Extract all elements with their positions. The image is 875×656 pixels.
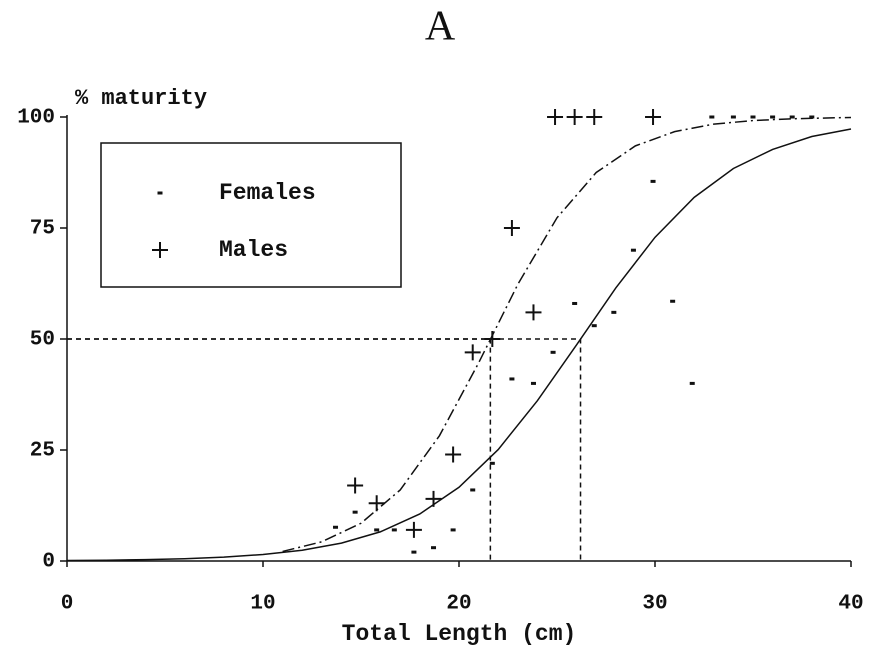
female-point bbox=[333, 525, 339, 529]
x-tick-label: 30 bbox=[642, 593, 667, 616]
female-point bbox=[630, 248, 636, 252]
legend-label: Males bbox=[219, 237, 288, 263]
x-tick-label: 40 bbox=[838, 593, 863, 616]
female-point bbox=[689, 381, 695, 385]
male-point bbox=[347, 477, 364, 494]
female-point bbox=[391, 528, 397, 532]
female-point bbox=[431, 546, 437, 550]
female-point bbox=[650, 179, 656, 183]
y-tick-label: 100 bbox=[17, 107, 55, 130]
female-point bbox=[470, 488, 476, 492]
y-tick-label: 25 bbox=[30, 440, 55, 463]
male-point bbox=[525, 304, 542, 321]
male-point bbox=[566, 109, 583, 125]
female-point bbox=[809, 115, 815, 119]
fitted-curve bbox=[66, 128, 852, 562]
male-point bbox=[645, 109, 662, 125]
x-axis-label: Total Length (cm) bbox=[342, 621, 577, 647]
reference-line bbox=[67, 338, 582, 561]
y-tick-label: 0 bbox=[42, 551, 55, 574]
female-point bbox=[450, 528, 456, 532]
x-tick-label: 0 bbox=[61, 593, 74, 616]
legend-label: Females bbox=[219, 180, 316, 206]
male-point bbox=[503, 220, 520, 236]
y-tick-label: 50 bbox=[30, 329, 55, 352]
female-point bbox=[489, 461, 495, 465]
legend-box bbox=[100, 142, 402, 288]
female-point bbox=[530, 381, 536, 385]
female-point bbox=[709, 115, 715, 119]
male-point bbox=[405, 521, 422, 538]
male-point bbox=[547, 109, 564, 125]
female-point bbox=[509, 377, 515, 381]
x-tick-label: 20 bbox=[446, 593, 471, 616]
fitted-curve bbox=[282, 116, 852, 553]
y-tick-label: 75 bbox=[30, 218, 55, 241]
female-point bbox=[750, 115, 756, 119]
female-point bbox=[550, 350, 556, 354]
y-axis-label: % maturity bbox=[75, 86, 207, 111]
male-point bbox=[445, 446, 462, 463]
male-point bbox=[586, 109, 603, 125]
male-point bbox=[425, 490, 442, 507]
female-point bbox=[572, 301, 578, 305]
female-point bbox=[352, 510, 358, 514]
male-point bbox=[368, 495, 385, 512]
legend-marker bbox=[152, 242, 168, 258]
legend-marker bbox=[157, 191, 163, 195]
male-point bbox=[464, 344, 481, 361]
x-tick-label: 10 bbox=[250, 593, 275, 616]
male-point bbox=[484, 331, 501, 347]
female-point bbox=[670, 299, 676, 303]
female-point bbox=[411, 550, 417, 554]
female-point bbox=[591, 324, 597, 328]
female-point bbox=[730, 115, 736, 119]
female-point bbox=[770, 115, 776, 119]
female-point bbox=[789, 115, 795, 119]
chart-title: A bbox=[425, 4, 456, 50]
female-point bbox=[374, 528, 380, 532]
female-point bbox=[611, 310, 617, 314]
reference-line bbox=[67, 338, 492, 561]
